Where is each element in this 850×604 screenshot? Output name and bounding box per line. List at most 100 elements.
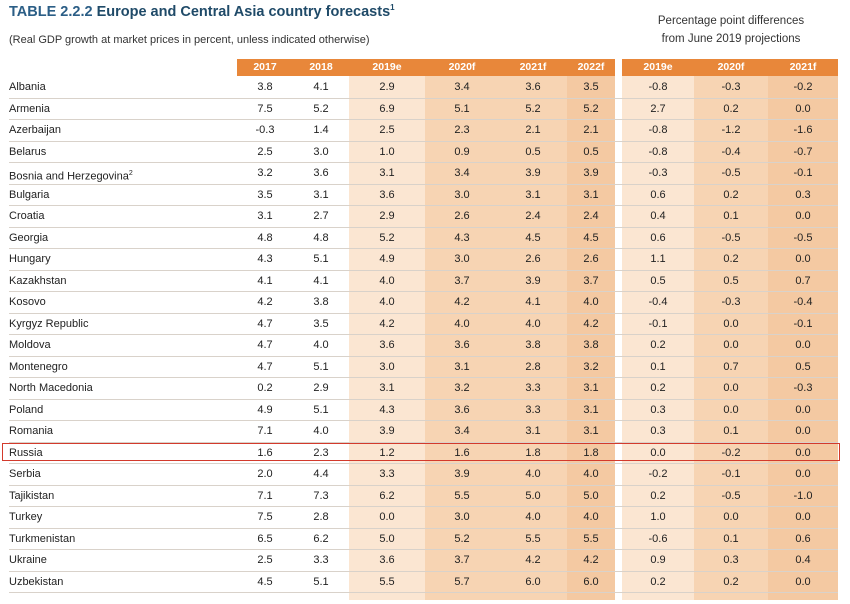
country-name: Serbia — [9, 464, 41, 485]
value-cell: 4.8 — [257, 231, 273, 244]
diff-cell: 0.5 — [723, 274, 739, 287]
value-cell: 2.1 — [525, 124, 541, 136]
value-cell: 2.5 — [379, 124, 395, 136]
diff-cell: 0.2 — [650, 489, 666, 502]
diff-cell: 0.4 — [650, 210, 666, 222]
table-row: North Macedonia 0.2 2.9 3.1 3.2 3.3 3.1 0.2 0.0 -… — [9, 378, 838, 400]
country-name-text: Turkmenistan — [9, 532, 76, 545]
value-cell: 3.6 — [454, 403, 470, 416]
country-name-text: North Macedonia — [9, 382, 93, 394]
value-cell: 3.6 — [525, 81, 541, 93]
diff-cell: 0.6 — [650, 188, 666, 201]
value-cell: 2.5 — [257, 554, 273, 566]
country-name-text: Albania — [9, 81, 46, 93]
table-title: TABLE 2.2.2 Europe and Central Asia coun… — [9, 3, 395, 20]
country-name-text: Hungary — [9, 253, 51, 265]
value-cell: 1.6 — [454, 446, 470, 459]
country-name-text: Serbia — [9, 468, 41, 480]
country-name: Kosovo — [9, 292, 46, 313]
diff-cell: -0.3 — [793, 382, 813, 394]
diff-cell: -0.5 — [721, 231, 741, 244]
column-band-2022f — [567, 59, 615, 600]
value-cell: 5.2 — [525, 102, 541, 115]
value-cell: 4.2 — [454, 296, 470, 308]
value-cell: 4.5 — [525, 231, 541, 244]
value-cell: 6.2 — [313, 532, 329, 545]
value-cell: 1.0 — [379, 145, 395, 158]
country-name-text: Uzbekistan — [9, 575, 64, 588]
table-row: Hungary 4.3 5.1 4.9 3.0 2.6 2.6 1.1 0.2 0.0 — [9, 249, 838, 271]
diff-cell: 0.4 — [795, 554, 811, 566]
value-cell: 4.3 — [454, 231, 470, 244]
diff-cell: 0.5 — [650, 274, 666, 287]
diff-cell: 0.1 — [723, 210, 739, 222]
country-name-text: Bosnia and Herzegovina — [9, 170, 129, 183]
diff-cell: -0.4 — [721, 145, 741, 158]
diff-cell: 0.3 — [795, 188, 811, 201]
country-name: Bosnia and Herzegovina2 — [9, 163, 133, 184]
value-cell: 5.0 — [379, 532, 395, 545]
value-cell: 7.5 — [257, 511, 273, 523]
diff-cell: 0.3 — [650, 403, 666, 416]
diff-cell: 2.7 — [650, 102, 666, 115]
value-cell: 3.9 — [454, 468, 470, 480]
country-name: Uzbekistan — [9, 572, 63, 593]
value-cell: 3.7 — [583, 274, 599, 287]
diff-cell: 0.1 — [723, 425, 739, 437]
value-cell: 3.9 — [525, 167, 541, 179]
value-cell: 3.1 — [525, 188, 541, 201]
value-cell: 4.2 — [525, 554, 541, 566]
country-name-text: Croatia — [9, 210, 45, 222]
value-cell: 3.1 — [583, 403, 599, 416]
value-cell: 5.1 — [313, 360, 329, 373]
diff-cell: -0.3 — [721, 296, 741, 308]
value-cell: 2.7 — [313, 210, 329, 222]
value-cell: 4.4 — [313, 468, 329, 480]
table-row: Turkmenistan 6.5 6.2 5.0 5.2 5.5 5.5 -0.6 0.1 0.6 — [9, 529, 838, 550]
country-name-text: Poland — [9, 403, 44, 416]
table-row: Georgia 4.8 4.8 5.2 4.3 4.5 4.5 0.6 -0.5 -0.5 — [9, 228, 838, 249]
country-name: Georgia — [9, 228, 48, 249]
diff-cell: 0.9 — [650, 554, 666, 566]
value-cell: 5.2 — [583, 102, 599, 115]
table-row: Ukraine 2.5 3.3 3.6 3.7 4.2 4.2 0.9 0.3 0.4 — [9, 550, 838, 572]
value-cell: 4.5 — [257, 575, 273, 588]
value-cell: 3.4 — [454, 425, 470, 437]
country-name: Ukraine — [9, 550, 47, 571]
diff-cell: 0.2 — [650, 575, 666, 588]
value-cell: 4.3 — [257, 253, 273, 265]
diff-cell: -0.1 — [793, 167, 813, 179]
country-name: Bulgaria — [9, 185, 49, 206]
value-cell: 3.1 — [583, 382, 599, 394]
value-cell: 4.3 — [379, 403, 395, 416]
value-cell: 3.7 — [454, 274, 470, 287]
value-cell: -0.3 — [255, 124, 275, 136]
value-cell: 3.0 — [454, 188, 470, 201]
diff-cell: 0.0 — [723, 511, 739, 523]
diff-cell: 0.2 — [723, 188, 739, 201]
diff-cell: -0.5 — [793, 231, 813, 244]
diff-cell: 0.2 — [650, 382, 666, 394]
diff-cell: -0.3 — [648, 167, 668, 179]
diff-cell: 0.3 — [723, 554, 739, 566]
diff-cell: 0.6 — [795, 532, 811, 545]
value-cell: 5.7 — [454, 575, 470, 588]
diff-cell: 0.0 — [723, 339, 739, 351]
country-name: Azerbaijan — [9, 120, 61, 141]
diff-header: Percentage point differences from June 2… — [624, 12, 838, 48]
value-cell: 3.2 — [454, 382, 470, 394]
value-cell: 2.9 — [379, 81, 395, 93]
value-cell: 4.7 — [257, 317, 273, 330]
diff-column-header: 2020f — [717, 61, 745, 73]
value-cell: 5.1 — [454, 102, 470, 115]
value-cell: 2.1 — [583, 124, 599, 136]
diff-cell: 0.0 — [795, 102, 811, 115]
value-cell: 4.5 — [583, 231, 599, 244]
diff-cell: 1.1 — [650, 253, 666, 265]
value-cell: 3.8 — [313, 296, 329, 308]
table-row: Albania 3.8 4.1 2.9 3.4 3.6 3.5 -0.8 -0.3 -0.2 — [9, 77, 838, 99]
country-name-text: Turkey — [9, 511, 43, 523]
value-cell: 7.3 — [313, 489, 329, 502]
diff-cell: 0.0 — [723, 382, 739, 394]
country-name: Belarus — [9, 142, 46, 163]
